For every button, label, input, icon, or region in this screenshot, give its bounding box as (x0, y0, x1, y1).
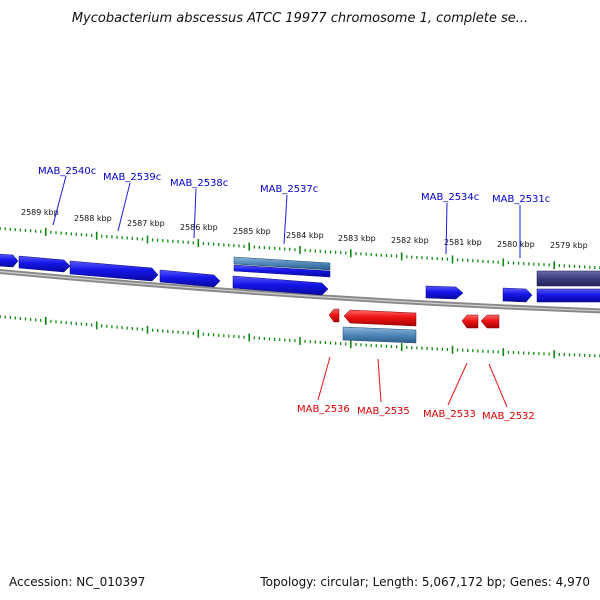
label-leader (52, 175, 67, 226)
scale-label: 2587 kbp (127, 219, 165, 228)
gene-arrow[interactable] (502, 287, 533, 303)
scale-label: 2589 kbp (21, 208, 59, 217)
gene-block[interactable] (536, 288, 600, 303)
reverse-strand-genes (328, 308, 500, 344)
gene-arrow[interactable] (18, 255, 71, 273)
gene-arrow[interactable] (0, 253, 19, 268)
gene-label-mab2539c[interactable]: MAB_2539c (103, 172, 161, 183)
forward-gene-labels: MAB_2540c MAB_2539c MAB_2538c MAB_2537c … (38, 166, 550, 258)
gene-arrow[interactable] (69, 260, 159, 282)
label-leader (283, 194, 288, 245)
cds-feature[interactable] (233, 256, 331, 271)
scale-label: 2583 kbp (338, 234, 376, 243)
gene-label-mab2531c[interactable]: MAB_2531c (492, 194, 550, 205)
reverse-gene-labels: MAB_2536 MAB_2535 MAB_2533 MAB_2532 (297, 356, 535, 422)
gene-label-mab2535[interactable]: MAB_2535 (357, 406, 410, 417)
cds-feature[interactable] (342, 326, 417, 344)
gene-label-mab2536[interactable]: MAB_2536 (297, 404, 350, 415)
gene-arrow[interactable] (343, 309, 417, 327)
scale-label: 2580 kbp (497, 240, 535, 249)
gene-arrow[interactable] (480, 314, 500, 329)
accession-text: Accession: NC_010397 (9, 575, 145, 589)
reverse-tick-ruler (0, 315, 600, 359)
scale-label: 2579 kbp (550, 241, 588, 250)
gene-label-mab2538c[interactable]: MAB_2538c (170, 178, 228, 189)
label-leader (317, 356, 331, 401)
gene-label-mab2540c[interactable]: MAB_2540c (38, 166, 96, 177)
gene-feature[interactable] (233, 264, 331, 278)
label-leader (488, 363, 508, 408)
gene-label-mab2533[interactable]: MAB_2533 (423, 409, 476, 420)
scale-label: 2584 kbp (286, 231, 324, 240)
gene-arrow[interactable] (232, 275, 329, 296)
scale-label: 2582 kbp (391, 236, 429, 245)
region-block[interactable] (536, 270, 600, 287)
gene-arrow[interactable] (159, 269, 221, 288)
scale-label: 2581 kbp (444, 238, 482, 247)
label-leader (117, 182, 131, 232)
map-title: Mycobacterium abscessus ATCC 19977 chrom… (72, 11, 528, 26)
label-leader (193, 188, 197, 239)
label-leader (447, 362, 468, 406)
gene-arrow[interactable] (425, 285, 464, 300)
gene-label-mab2534c[interactable]: MAB_2534c (421, 192, 479, 203)
gene-label-mab2537c[interactable]: MAB_2537c (260, 184, 318, 195)
scale-label: 2586 kbp (180, 223, 218, 232)
scale-labels: 2589 kbp 2588 kbp 2587 kbp 2586 kbp 2585… (21, 208, 588, 250)
label-leader (445, 202, 448, 255)
feature-stack-2537c (233, 256, 331, 278)
label-leader (377, 358, 382, 403)
gene-arrow[interactable] (461, 314, 479, 329)
gene-arrow[interactable] (328, 308, 340, 323)
topology-text: Topology: circular; Length: 5,067,172 bp… (259, 575, 590, 589)
scale-label: 2588 kbp (74, 214, 112, 223)
scale-label: 2585 kbp (233, 227, 271, 236)
forward-strand-genes (0, 253, 600, 303)
gene-label-mab2532[interactable]: MAB_2532 (482, 411, 535, 422)
